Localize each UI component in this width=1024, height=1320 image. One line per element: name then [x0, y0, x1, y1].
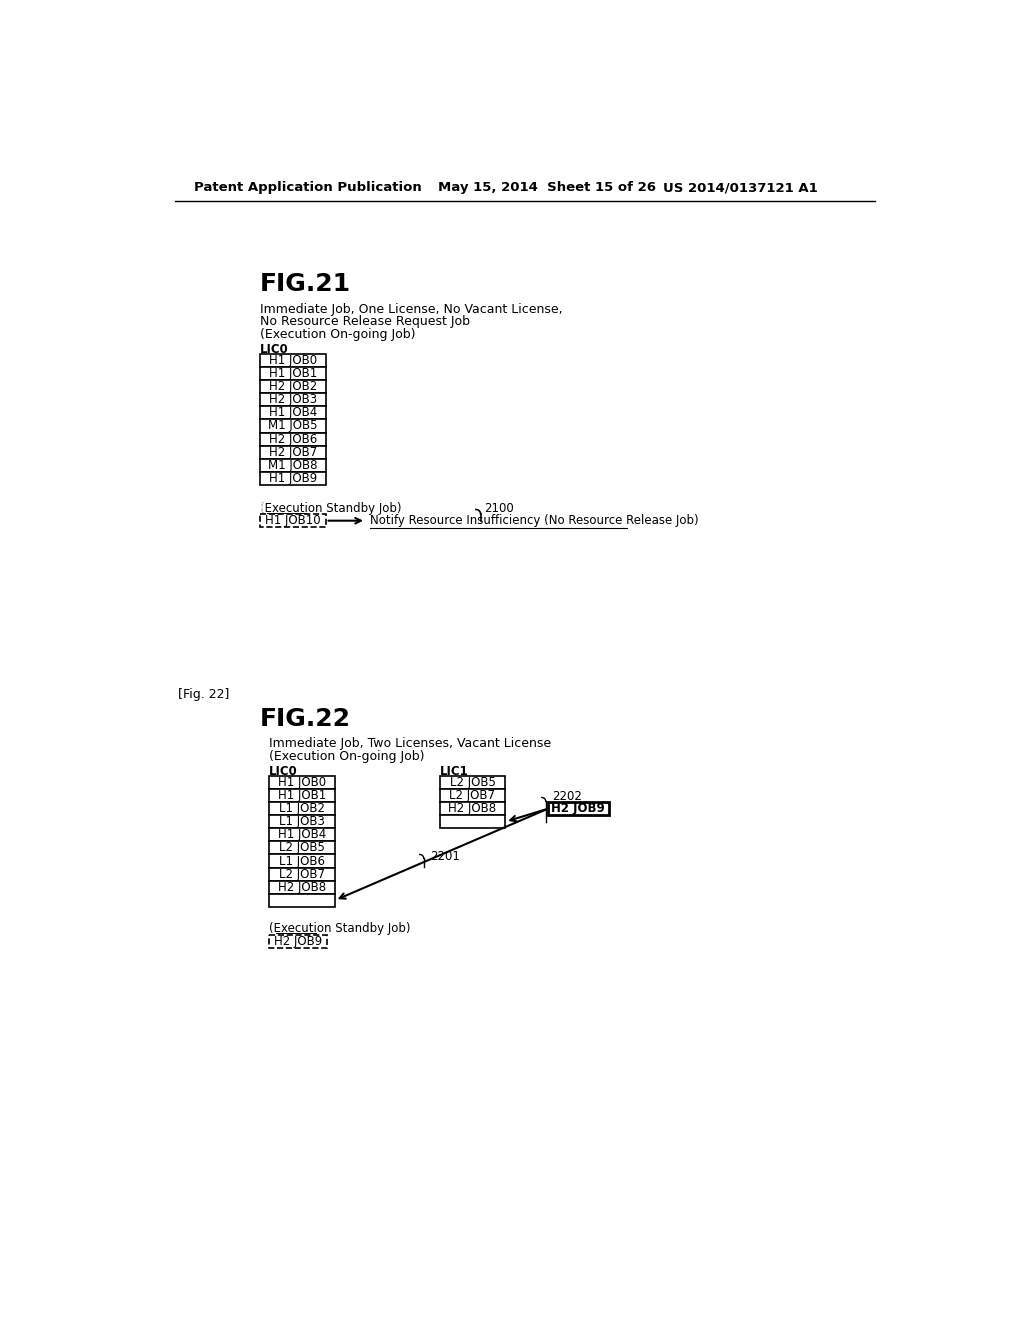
Text: US 2014/0137121 A1: US 2014/0137121 A1 — [663, 181, 817, 194]
Text: H2 JOB8: H2 JOB8 — [449, 803, 497, 816]
Text: FIG.21: FIG.21 — [260, 272, 351, 297]
Text: 2202: 2202 — [552, 789, 582, 803]
Text: L2 JOB7: L2 JOB7 — [279, 867, 325, 880]
Bar — [269, 829, 335, 841]
Bar — [269, 894, 335, 907]
Text: H1 JOB9: H1 JOB9 — [268, 471, 316, 484]
Text: H2 JOB8: H2 JOB8 — [278, 880, 326, 894]
Text: H2 JOB2: H2 JOB2 — [268, 380, 316, 393]
Text: H2 JOB3: H2 JOB3 — [268, 393, 316, 407]
Bar — [269, 803, 335, 816]
Text: LIC0: LIC0 — [269, 766, 298, 779]
Bar — [439, 776, 506, 789]
Text: M1 JOB8: M1 JOB8 — [268, 459, 317, 471]
Bar — [260, 515, 326, 527]
Text: Patent Application Publication: Patent Application Publication — [194, 181, 422, 194]
Text: LIC1: LIC1 — [439, 766, 468, 779]
Text: H1 JOB10: H1 JOB10 — [265, 515, 321, 527]
Text: (Execution Standby Job): (Execution Standby Job) — [260, 502, 401, 515]
Bar — [260, 393, 326, 407]
Text: H2 JOB7: H2 JOB7 — [268, 446, 316, 458]
Text: H1 JOB1: H1 JOB1 — [278, 789, 326, 803]
Bar — [269, 789, 335, 803]
Bar — [260, 354, 326, 367]
Bar — [269, 776, 335, 789]
Bar — [260, 367, 326, 380]
Text: L1 JOB2: L1 JOB2 — [279, 803, 325, 816]
Bar — [548, 803, 608, 816]
Bar — [269, 816, 335, 829]
Bar — [269, 935, 328, 948]
Text: L2 JOB5: L2 JOB5 — [450, 776, 496, 789]
Bar — [269, 841, 335, 854]
Text: No Resource Release Request Job: No Resource Release Request Job — [260, 315, 470, 329]
Bar — [260, 407, 326, 420]
Bar — [260, 420, 326, 433]
Bar — [439, 816, 506, 829]
Bar — [260, 433, 326, 446]
Text: May 15, 2014  Sheet 15 of 26: May 15, 2014 Sheet 15 of 26 — [438, 181, 656, 194]
Text: 2201: 2201 — [430, 850, 460, 863]
Text: Immediate Job, Two Licenses, Vacant License: Immediate Job, Two Licenses, Vacant Lice… — [269, 738, 551, 751]
Text: FIG.22: FIG.22 — [260, 706, 351, 731]
Bar — [439, 803, 506, 816]
Text: L1 JOB3: L1 JOB3 — [280, 816, 325, 828]
Bar — [260, 471, 326, 484]
Text: LIC0: LIC0 — [260, 343, 289, 356]
Bar — [260, 459, 326, 471]
Text: L1 JOB6: L1 JOB6 — [279, 854, 325, 867]
Bar — [269, 867, 335, 880]
Bar — [260, 446, 326, 459]
Text: 2100: 2100 — [484, 502, 514, 515]
Text: H1 JOB0: H1 JOB0 — [278, 776, 326, 789]
Text: (Execution Standby Job): (Execution Standby Job) — [269, 923, 411, 936]
Text: (: ( — [260, 502, 264, 515]
Text: M1 JOB5: M1 JOB5 — [268, 420, 317, 433]
Text: L2 JOB5: L2 JOB5 — [280, 841, 325, 854]
Bar — [260, 380, 326, 393]
Text: Immediate Job, One License, No Vacant License,: Immediate Job, One License, No Vacant Li… — [260, 304, 562, 317]
Bar — [269, 854, 335, 867]
Text: H1 JOB4: H1 JOB4 — [278, 829, 326, 841]
Text: H2 JOB9: H2 JOB9 — [274, 935, 323, 948]
Text: H1 JOB1: H1 JOB1 — [268, 367, 316, 380]
Bar — [269, 880, 335, 894]
Text: H1 JOB4: H1 JOB4 — [268, 407, 316, 420]
Text: Notify Resource Insufficiency (No Resource Release Job): Notify Resource Insufficiency (No Resour… — [370, 515, 698, 527]
Text: L2 JOB7: L2 JOB7 — [450, 789, 496, 803]
Text: [Fig. 22]: [Fig. 22] — [178, 688, 229, 701]
Text: (Execution On-going Job): (Execution On-going Job) — [260, 327, 416, 341]
Text: H2 JOB9: H2 JOB9 — [551, 803, 605, 816]
Bar — [439, 789, 506, 803]
Text: H1 JOB0: H1 JOB0 — [268, 354, 316, 367]
Text: H2 JOB6: H2 JOB6 — [268, 433, 316, 446]
Text: (Execution On-going Job): (Execution On-going Job) — [269, 750, 425, 763]
